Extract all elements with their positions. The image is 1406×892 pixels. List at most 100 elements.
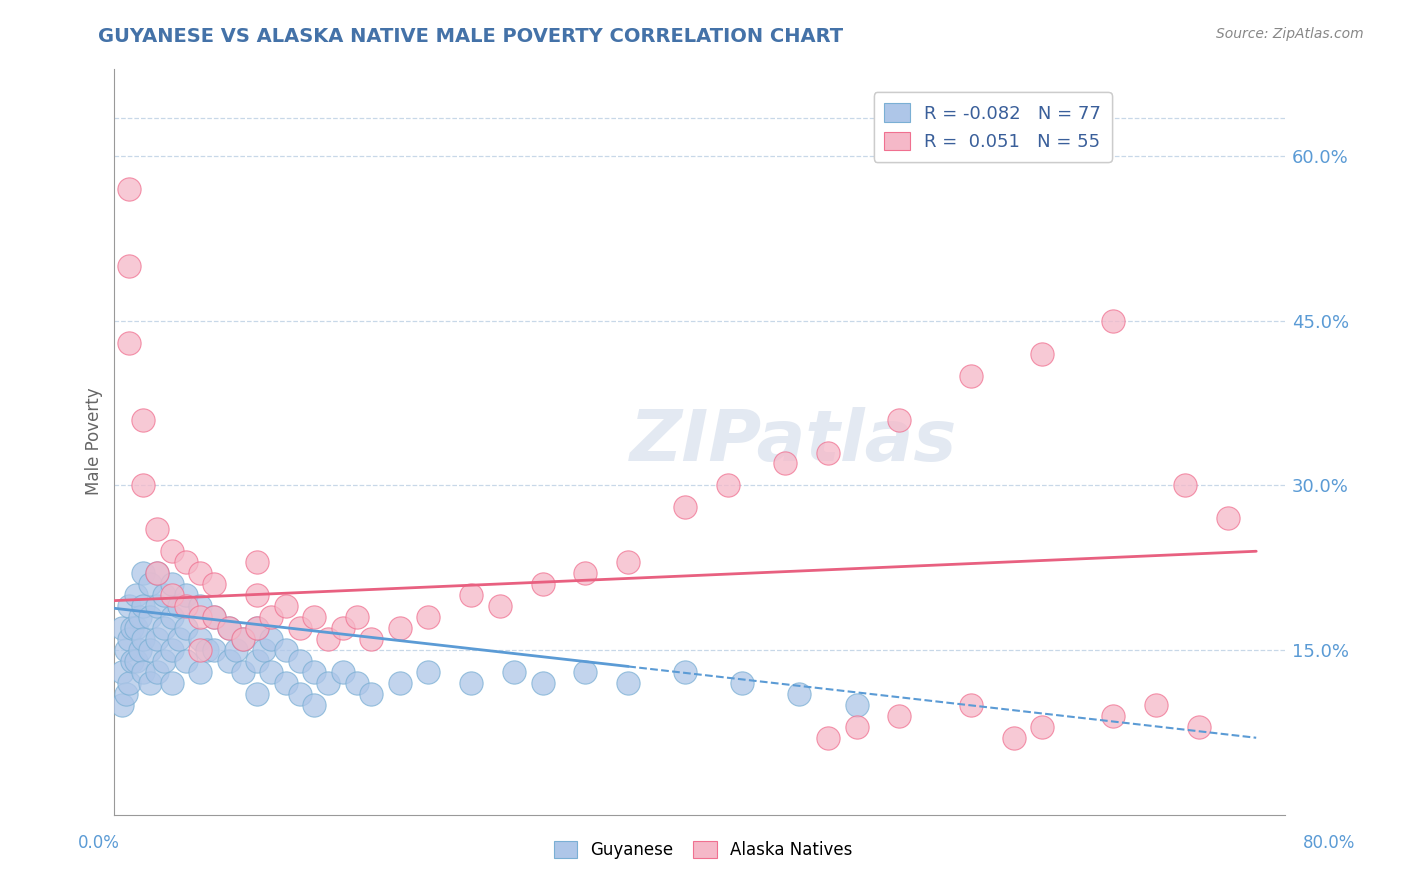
- Point: [225, 643, 247, 657]
- Point: [139, 610, 162, 624]
- Point: [110, 621, 132, 635]
- Point: [346, 610, 368, 624]
- Point: [132, 478, 155, 492]
- Point: [959, 368, 981, 383]
- Point: [260, 610, 283, 624]
- Point: [188, 665, 211, 679]
- Point: [246, 654, 269, 668]
- Point: [731, 676, 754, 690]
- Point: [845, 720, 868, 734]
- Point: [889, 708, 911, 723]
- Point: [253, 643, 276, 657]
- Point: [232, 632, 254, 646]
- Point: [114, 643, 136, 657]
- Point: [302, 698, 325, 712]
- Point: [146, 632, 169, 646]
- Legend: Guyanese, Alaska Natives: Guyanese, Alaska Natives: [547, 834, 859, 866]
- Point: [1102, 314, 1125, 328]
- Point: [302, 610, 325, 624]
- Point: [1144, 698, 1167, 712]
- Point: [488, 599, 510, 613]
- Point: [118, 599, 141, 613]
- Point: [232, 665, 254, 679]
- Point: [246, 621, 269, 635]
- Point: [121, 654, 143, 668]
- Point: [132, 599, 155, 613]
- Point: [260, 665, 283, 679]
- Point: [817, 731, 839, 745]
- Point: [574, 665, 596, 679]
- Point: [132, 412, 155, 426]
- Point: [460, 676, 482, 690]
- Point: [146, 522, 169, 536]
- Point: [160, 676, 183, 690]
- Point: [617, 555, 640, 569]
- Point: [1031, 720, 1053, 734]
- Point: [146, 665, 169, 679]
- Point: [1102, 708, 1125, 723]
- Point: [318, 632, 340, 646]
- Point: [146, 566, 169, 581]
- Point: [1002, 731, 1025, 745]
- Point: [717, 478, 740, 492]
- Point: [174, 654, 197, 668]
- Point: [531, 577, 554, 591]
- Point: [274, 643, 297, 657]
- Point: [274, 676, 297, 690]
- Point: [773, 457, 796, 471]
- Point: [218, 621, 240, 635]
- Point: [202, 610, 225, 624]
- Point: [789, 687, 811, 701]
- Point: [118, 259, 141, 273]
- Point: [418, 665, 440, 679]
- Point: [202, 577, 225, 591]
- Point: [121, 621, 143, 635]
- Point: [246, 588, 269, 602]
- Point: [118, 335, 141, 350]
- Point: [167, 599, 190, 613]
- Point: [167, 632, 190, 646]
- Point: [188, 566, 211, 581]
- Point: [332, 665, 354, 679]
- Point: [129, 610, 152, 624]
- Point: [125, 654, 148, 668]
- Point: [318, 676, 340, 690]
- Point: [129, 643, 152, 657]
- Point: [288, 654, 311, 668]
- Point: [160, 588, 183, 602]
- Point: [503, 665, 526, 679]
- Point: [153, 588, 176, 602]
- Point: [114, 687, 136, 701]
- Point: [188, 643, 211, 657]
- Point: [232, 632, 254, 646]
- Point: [246, 687, 269, 701]
- Point: [845, 698, 868, 712]
- Point: [110, 698, 132, 712]
- Point: [146, 566, 169, 581]
- Point: [146, 599, 169, 613]
- Point: [195, 643, 218, 657]
- Point: [617, 676, 640, 690]
- Point: [174, 621, 197, 635]
- Point: [817, 445, 839, 459]
- Text: 0.0%: 0.0%: [77, 834, 120, 852]
- Point: [302, 665, 325, 679]
- Point: [218, 621, 240, 635]
- Point: [673, 665, 696, 679]
- Point: [174, 599, 197, 613]
- Text: 80.0%: 80.0%: [1302, 834, 1355, 852]
- Point: [246, 621, 269, 635]
- Point: [174, 555, 197, 569]
- Point: [1031, 347, 1053, 361]
- Point: [160, 610, 183, 624]
- Point: [202, 643, 225, 657]
- Point: [1216, 511, 1239, 525]
- Point: [118, 632, 141, 646]
- Point: [132, 566, 155, 581]
- Point: [332, 621, 354, 635]
- Point: [132, 665, 155, 679]
- Point: [188, 632, 211, 646]
- Text: GUYANESE VS ALASKA NATIVE MALE POVERTY CORRELATION CHART: GUYANESE VS ALASKA NATIVE MALE POVERTY C…: [98, 27, 844, 45]
- Point: [360, 687, 382, 701]
- Point: [360, 632, 382, 646]
